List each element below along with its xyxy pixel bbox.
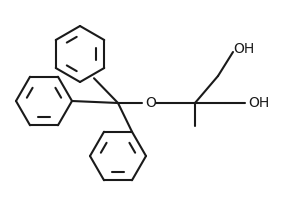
Text: OH: OH	[248, 96, 270, 110]
Text: O: O	[146, 96, 156, 110]
Text: OH: OH	[233, 42, 255, 56]
